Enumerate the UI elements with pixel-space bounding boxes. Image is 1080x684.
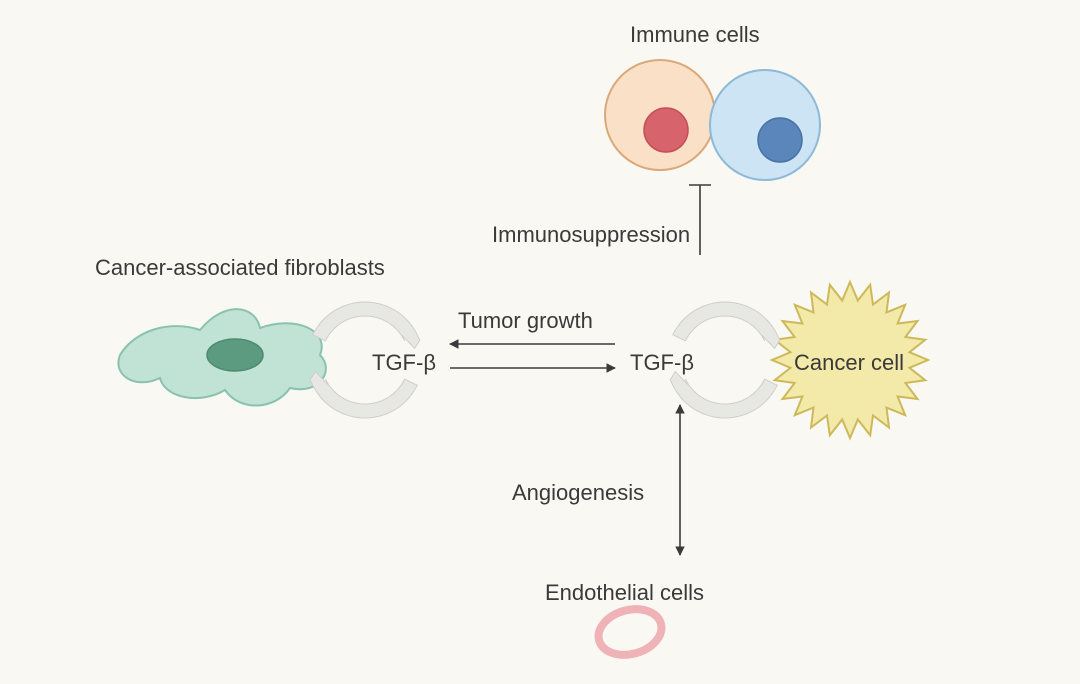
label-angiogenesis: Angiogenesis bbox=[512, 480, 644, 506]
endothelial-cell bbox=[593, 602, 666, 661]
label-immune-cells: Immune cells bbox=[630, 22, 760, 48]
label-caf: Cancer-associated fibroblasts bbox=[95, 255, 385, 281]
immune-cell-left bbox=[605, 60, 715, 170]
label-endothelial: Endothelial cells bbox=[545, 580, 704, 606]
label-immunosuppression: Immunosuppression bbox=[492, 222, 690, 248]
label-tgf-beta-left: TGF-β bbox=[372, 350, 436, 376]
label-tgf-beta-right: TGF-β bbox=[630, 350, 694, 376]
label-cancer-cell: Cancer cell bbox=[794, 350, 904, 376]
immune-cell-right bbox=[710, 70, 820, 180]
label-tumor-growth: Tumor growth bbox=[458, 308, 593, 334]
fibroblast-cell bbox=[118, 309, 326, 405]
diagram-canvas bbox=[0, 0, 1080, 684]
